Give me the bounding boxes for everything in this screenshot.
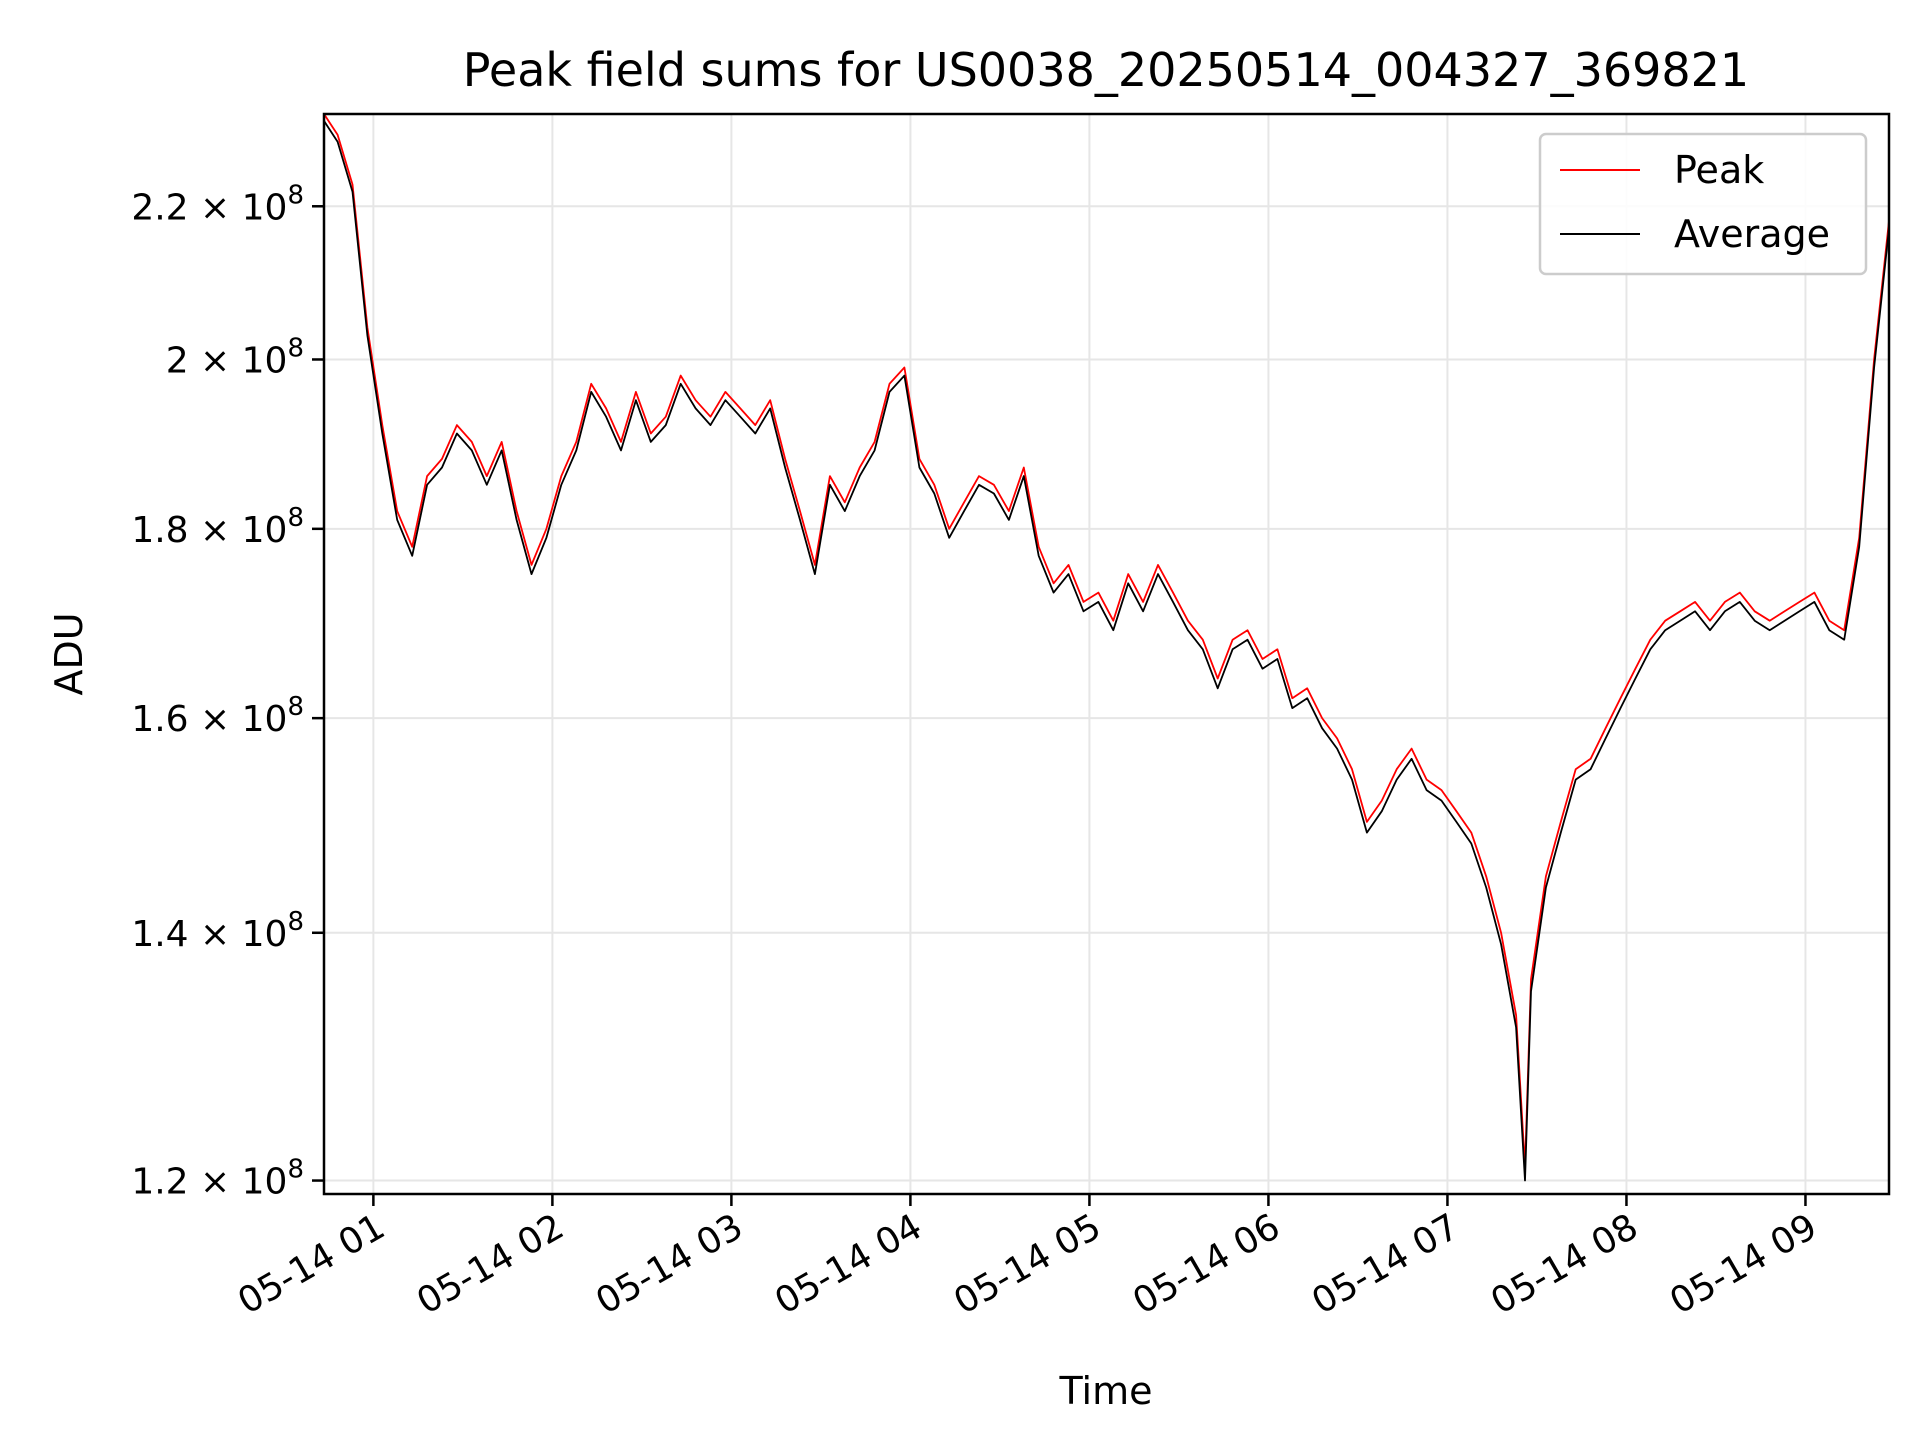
y-tick-mantissa: 2.2 bbox=[131, 187, 188, 228]
y-tick-label: 2.2 × 108 bbox=[131, 180, 304, 228]
series-lines bbox=[323, 113, 1890, 1182]
y-tick-label: 1.4 × 108 bbox=[131, 907, 304, 955]
y-tick-label: 1.6 × 108 bbox=[131, 692, 304, 740]
legend-label-peak: Peak bbox=[1674, 148, 1764, 192]
y-tick-mantissa: 1.2 bbox=[131, 1162, 188, 1203]
y-tick-exponent: 8 bbox=[287, 333, 304, 363]
y-tick-mantissa: 1.8 bbox=[131, 510, 188, 551]
y-tick-label: 2 × 108 bbox=[166, 333, 304, 381]
y-tick-mantissa: 2 bbox=[166, 340, 189, 381]
grid bbox=[324, 114, 1889, 1194]
legend-label-average: Average bbox=[1674, 212, 1830, 256]
y-tick-times: × 10 bbox=[189, 914, 288, 955]
y-tick-label: 1.2 × 108 bbox=[131, 1155, 304, 1203]
y-tick-mantissa: 1.4 bbox=[131, 914, 188, 955]
y-tick-label: 1.8 × 108 bbox=[131, 503, 304, 551]
y-tick-exponent: 8 bbox=[287, 907, 304, 937]
legend: Peak Average bbox=[1538, 132, 1868, 276]
y-tick-times: × 10 bbox=[189, 1162, 288, 1203]
x-axis-label: Time bbox=[1059, 1369, 1153, 1413]
chart-title: Peak field sums for US0038_20250514_0043… bbox=[463, 43, 1749, 97]
y-tick-times: × 10 bbox=[189, 340, 288, 381]
plot-frame bbox=[322, 112, 1891, 1196]
y-tick-times: × 10 bbox=[189, 510, 288, 551]
y-tick-mantissa: 1.6 bbox=[131, 699, 188, 740]
y-tick-exponent: 8 bbox=[287, 503, 304, 533]
series-line-peak bbox=[323, 113, 1890, 1169]
y-tick-times: × 10 bbox=[189, 187, 288, 228]
y-tick-exponent: 8 bbox=[287, 180, 304, 210]
y-axis-label: ADU bbox=[47, 612, 91, 695]
series-line-average bbox=[323, 120, 1890, 1182]
y-tick-exponent: 8 bbox=[287, 1155, 304, 1185]
y-tick-exponent: 8 bbox=[287, 692, 304, 722]
y-tick-times: × 10 bbox=[189, 699, 288, 740]
